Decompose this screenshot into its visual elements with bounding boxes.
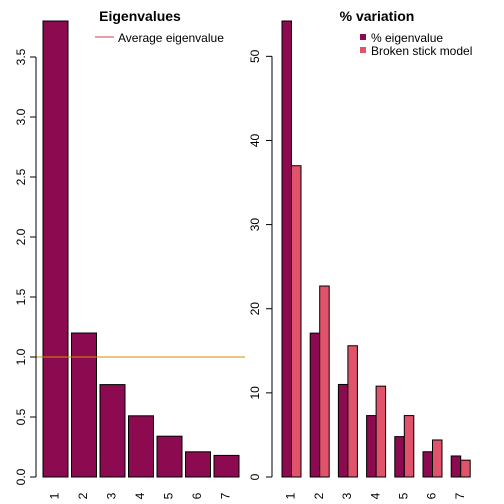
x-tick-label: 7 xyxy=(453,492,467,499)
y-tick-label: 1.0 xyxy=(14,348,28,365)
y-tick-label: 2.0 xyxy=(14,228,28,245)
x-tick-label: 2 xyxy=(312,492,326,499)
x-tick-label: 4 xyxy=(368,492,382,499)
variation-panel: % variation 0 10 20 30 40 50 1 2 3 4 5 6 7 % eigenva… xyxy=(248,8,472,499)
eigenvalue-bar-3 xyxy=(99,384,126,478)
y-tick-label: 0 xyxy=(248,473,262,480)
legend-percent-eigenvalue: % eigenvalue xyxy=(371,31,443,45)
x-tick-label: 6 xyxy=(190,492,204,499)
legend-swatch-eigenvalue xyxy=(360,34,366,40)
x-tick-label: 2 xyxy=(76,492,90,499)
variation-legend: % eigenvalue Broken stick model xyxy=(360,31,472,58)
broken-stick-bar-4 xyxy=(375,385,387,478)
percent-eigenvalue-bar-4 xyxy=(366,415,377,478)
x-tick-label: 3 xyxy=(105,492,119,499)
eigenvalues-legend: Average eigenvalue xyxy=(95,31,224,45)
legend-swatch-broken-stick xyxy=(360,47,366,53)
y-tick-label: 3.0 xyxy=(14,108,28,125)
eigenvalue-bar-4 xyxy=(128,415,154,478)
eigenvalue-bar-6 xyxy=(185,451,211,478)
x-tick-label: 4 xyxy=(133,492,147,499)
eigenvalue-bar-1 xyxy=(42,20,69,478)
percent-eigenvalue-bar-2 xyxy=(309,332,321,478)
broken-stick-bar-1 xyxy=(291,165,302,478)
variation-title: % variation xyxy=(340,8,415,24)
y-tick-label: 1.5 xyxy=(14,288,28,305)
percent-eigenvalue-bar-3 xyxy=(337,383,349,478)
percent-eigenvalue-bar-5 xyxy=(394,436,405,478)
broken-stick-bar-7 xyxy=(460,459,471,478)
percent-eigenvalue-bar-7 xyxy=(450,455,462,478)
eigenvalues-title: Eigenvalues xyxy=(99,8,181,24)
x-tick-label: 1 xyxy=(48,492,62,499)
legend-average-eigenvalue: Average eigenvalue xyxy=(118,31,224,45)
eigenvalue-bar-7 xyxy=(213,454,240,478)
x-tick-label: 5 xyxy=(396,492,410,499)
y-tick-label: 3.5 xyxy=(14,48,28,65)
y-tick-label: 2.5 xyxy=(14,168,28,185)
broken-stick-bar-5 xyxy=(403,415,415,478)
broken-stick-bar-6 xyxy=(432,439,443,478)
y-tick-label: 50 xyxy=(248,49,262,63)
percent-eigenvalue-bar-1 xyxy=(281,20,292,478)
legend-broken-stick: Broken stick model xyxy=(371,44,472,58)
x-tick-label: 6 xyxy=(425,492,439,499)
broken-stick-bar-2 xyxy=(319,285,330,478)
eigenvalue-bar-5 xyxy=(156,435,183,478)
percent-eigenvalue-bar-6 xyxy=(422,451,433,478)
eigenvalue-bar-2 xyxy=(71,332,97,478)
x-tick-label: 1 xyxy=(284,492,298,499)
y-tick-label: 10 xyxy=(248,386,262,400)
y-tick-label: 30 xyxy=(248,218,262,232)
eigenvalues-panel: Eigenvalues 0.0 0.5 1.0 1.5 2.0 2.5 3.0 3.5 1 2 3 4… xyxy=(14,8,245,499)
y-tick-label: 20 xyxy=(248,302,262,316)
y-tick-label: 0.0 xyxy=(14,468,28,485)
y-tick-label: 0.5 xyxy=(14,408,28,425)
broken-stick-bar-3 xyxy=(347,345,358,478)
x-tick-label: 5 xyxy=(162,492,176,499)
x-tick-label: 7 xyxy=(219,492,233,499)
x-tick-label: 3 xyxy=(340,492,354,499)
y-tick-label: 40 xyxy=(248,133,262,147)
